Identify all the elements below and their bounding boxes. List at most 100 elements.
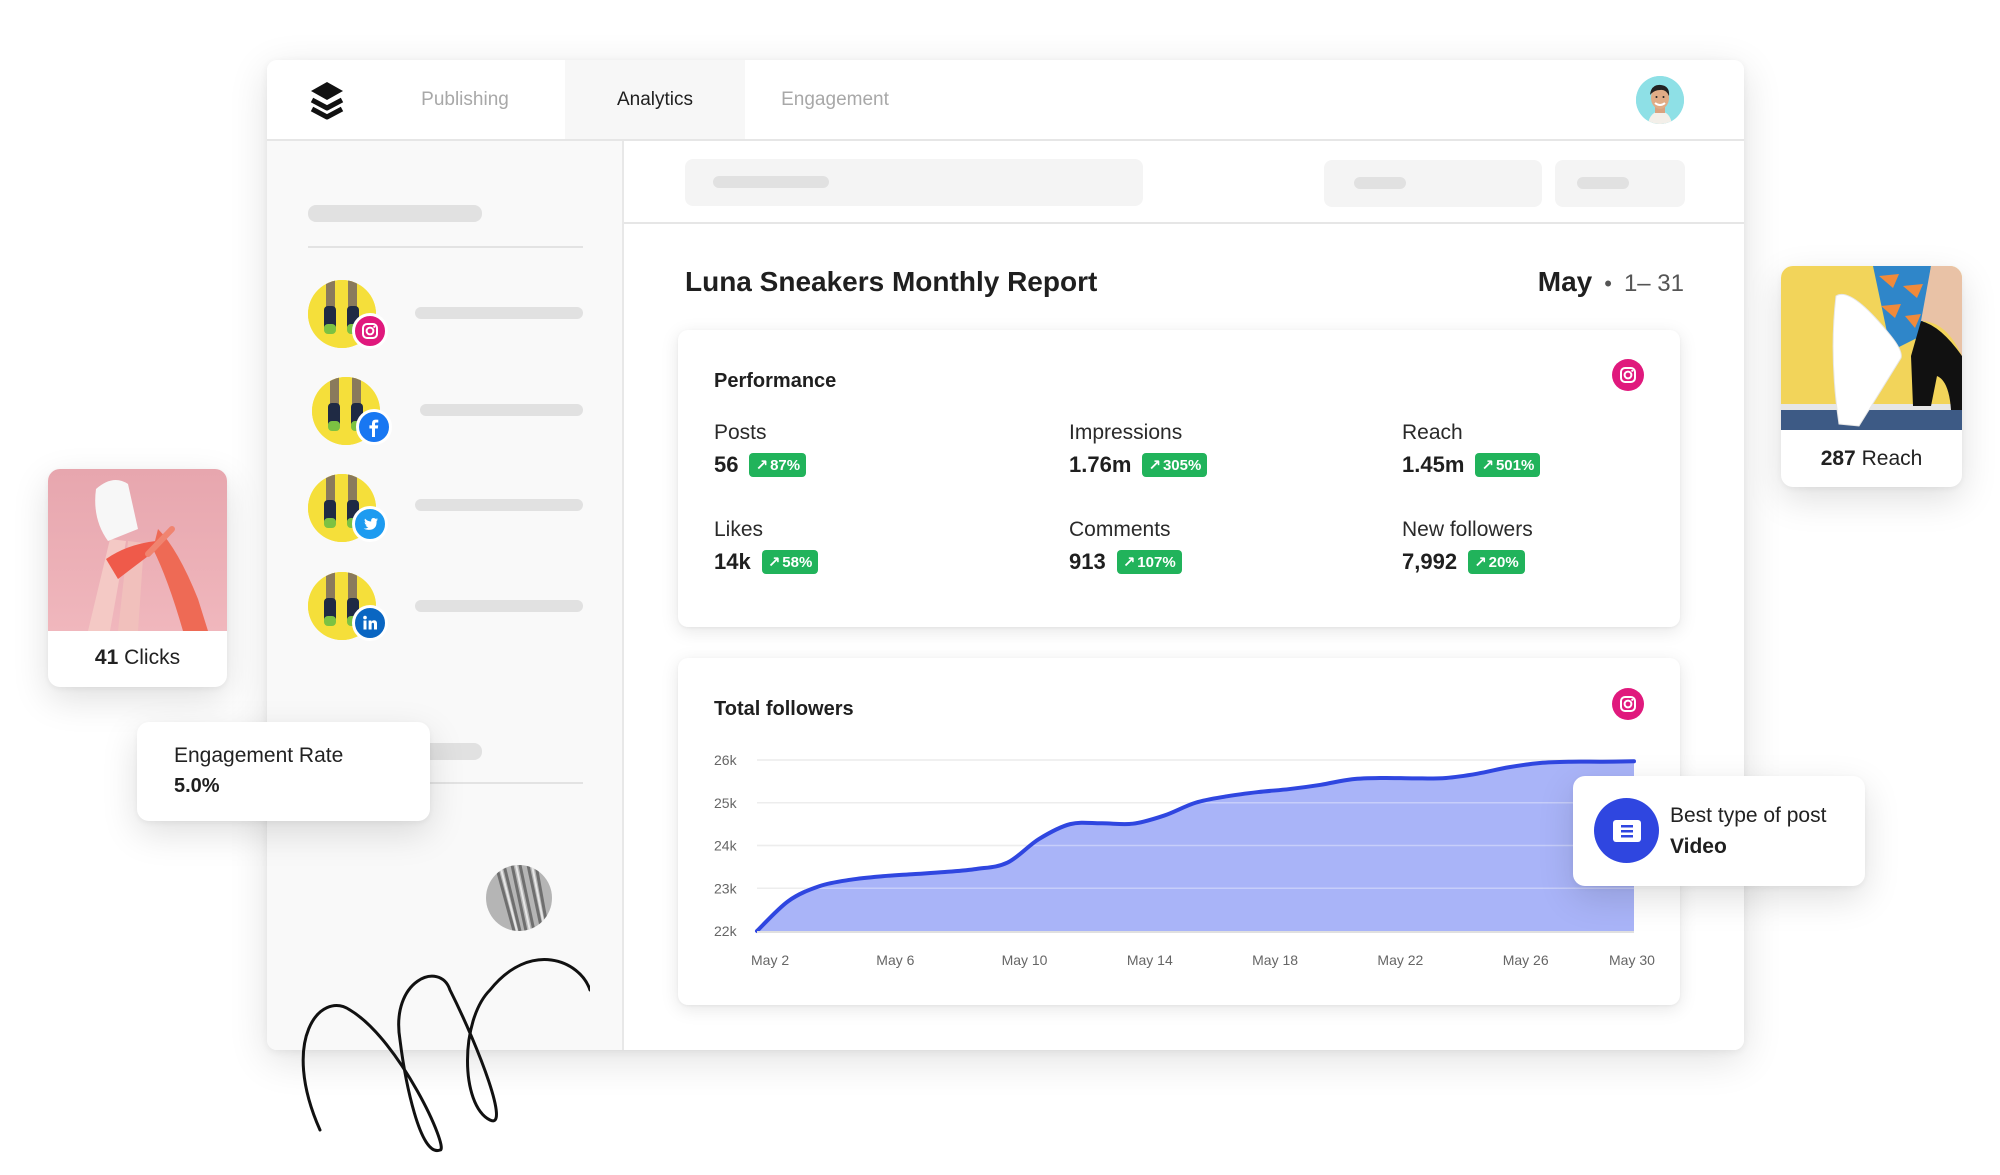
buffer-stack-icon[interactable] xyxy=(307,80,347,122)
facebook-icon xyxy=(356,409,392,445)
report-title: Luna Sneakers Monthly Report xyxy=(685,266,1098,297)
svg-text:May 26: May 26 xyxy=(1503,952,1549,968)
export-filter-placeholder[interactable] xyxy=(1555,160,1685,207)
change-badge: ↗ 305% xyxy=(1142,453,1208,477)
texture-photo-icon xyxy=(486,865,552,931)
trend-up-icon: ↗ xyxy=(767,554,781,571)
trend-up-icon: ↗ xyxy=(1122,554,1136,571)
date-filter-placeholder[interactable] xyxy=(1324,160,1542,207)
user-avatar[interactable] xyxy=(1636,76,1684,124)
metric-value: 913 xyxy=(1069,549,1106,574)
pink-sneaker-photo xyxy=(48,469,227,631)
svg-text:May 6: May 6 xyxy=(876,952,914,968)
placeholder-text-bar xyxy=(713,176,829,188)
placeholder-text-bar xyxy=(1354,177,1406,189)
performance-card: Performance Posts 56 ↗ 87% Impressions 1.… xyxy=(678,330,1680,627)
app-window: Publishing Analytics Engagement xyxy=(267,60,1744,1050)
metric-comments: Comments 913 ↗ 107% xyxy=(1069,518,1182,575)
metric-value: 14k xyxy=(714,549,751,574)
decorative-scribble xyxy=(301,958,590,1152)
metric-value: 56 xyxy=(714,452,739,477)
post-type-icon-circle xyxy=(1594,798,1659,863)
metric-posts: Posts 56 ↗ 87% xyxy=(714,421,807,478)
change-badge: ↗ 20% xyxy=(1468,550,1525,574)
svg-text:May 14: May 14 xyxy=(1127,952,1173,968)
change-badge: ↗ 501% xyxy=(1475,453,1541,477)
svg-text:May 22: May 22 xyxy=(1377,952,1423,968)
date-range-month: May xyxy=(1537,266,1593,297)
metric-impressions: Impressions 1.76m ↗ 305% xyxy=(1069,421,1208,478)
date-range[interactable]: May • 1– 31 xyxy=(1538,266,1684,298)
svg-text:23k: 23k xyxy=(714,880,738,896)
sneaker-photo-icon xyxy=(312,377,380,445)
account-name-placeholder xyxy=(415,499,583,511)
performance-title: Performance xyxy=(714,370,837,392)
sidebar-divider xyxy=(392,782,583,784)
metric-label: Likes xyxy=(714,518,764,541)
engagement-rate-label: Engagement Rate xyxy=(174,744,344,767)
followers-area-chart[interactable]: 22k 23k 24k 25k 26k May 2 May 6 May 10 May 14 May… xyxy=(678,658,1680,1005)
metric-label: Reach xyxy=(1402,421,1463,444)
engagement-rate-value: 5.0% xyxy=(174,775,220,797)
total-followers-card: Total followers 22k 23k 24k 25k 26k May 2 May … xyxy=(678,658,1680,1005)
sidebar-divider xyxy=(308,246,583,248)
svg-text:26k: 26k xyxy=(714,752,738,768)
account-name-placeholder xyxy=(420,404,583,416)
change-badge: ↗ 87% xyxy=(749,453,807,477)
metric-value: 1.45m xyxy=(1402,452,1465,477)
sidebar xyxy=(267,141,624,1050)
top-nav-bar: Publishing Analytics Engagement xyxy=(267,60,1744,141)
search-filter-placeholder[interactable] xyxy=(685,159,1143,206)
metric-label: New followers xyxy=(1402,518,1533,541)
instagram-icon xyxy=(352,313,388,349)
metric-likes: Likes 14k ↗ 58% xyxy=(714,518,819,575)
twitter-icon xyxy=(352,506,388,542)
svg-text:25k: 25k xyxy=(714,795,738,811)
svg-text:22k: 22k xyxy=(714,923,738,939)
user-face-icon xyxy=(1636,76,1684,124)
sneaker-heel-photo xyxy=(1781,266,1962,430)
tab-analytics[interactable]: Analytics xyxy=(565,60,745,139)
svg-text:May 2: May 2 xyxy=(751,952,789,968)
post-type-icon xyxy=(1612,819,1641,842)
followers-title: Total followers xyxy=(714,698,854,720)
svg-text:May 18: May 18 xyxy=(1252,952,1298,968)
best-post-type-value: Video xyxy=(1670,835,1727,858)
best-post-type-card[interactable]: Best type of post Video xyxy=(1573,776,1865,886)
main-content: Luna Sneakers Monthly Report May • 1– 31… xyxy=(624,141,1744,1050)
reach-post-card[interactable]: 287 Reach xyxy=(1781,266,1962,487)
account-name-placeholder xyxy=(415,307,583,319)
best-post-type-label: Best type of post xyxy=(1670,804,1827,827)
metric-label: Posts xyxy=(714,421,767,444)
trend-up-icon: ↗ xyxy=(1148,457,1161,474)
reach-caption: 287 Reach xyxy=(1820,447,1923,470)
engagement-rate-card[interactable]: Engagement Rate 5.0% xyxy=(137,722,430,821)
instagram-icon xyxy=(1612,359,1644,391)
texture-avatar[interactable] xyxy=(486,865,552,931)
instagram-icon xyxy=(1612,688,1644,720)
tab-publishing[interactable]: Publishing xyxy=(421,88,509,110)
tab-engagement[interactable]: Engagement xyxy=(781,88,889,110)
filter-bar xyxy=(624,141,1744,224)
metric-new-followers: New followers 7,992 ↗ 20% xyxy=(1402,518,1533,575)
trend-up-icon: ↗ xyxy=(1474,554,1487,571)
svg-text:May 30: May 30 xyxy=(1609,952,1655,968)
metric-value: 1.76m xyxy=(1069,452,1132,477)
trend-up-icon: ↗ xyxy=(755,457,769,474)
svg-text:24k: 24k xyxy=(714,838,738,854)
metric-reach: Reach 1.45m ↗ 501% xyxy=(1402,421,1541,478)
svg-text:May 10: May 10 xyxy=(1002,952,1048,968)
metric-value: 7,992 xyxy=(1402,549,1458,574)
linkedin-icon xyxy=(352,605,388,641)
date-range-days: 1– 31 xyxy=(1623,270,1684,297)
trend-up-icon: ↗ xyxy=(1481,457,1494,474)
sidebar-heading-placeholder xyxy=(308,205,482,222)
placeholder-text-bar xyxy=(1577,177,1629,189)
clicks-post-card[interactable]: 41 Clicks xyxy=(48,469,227,687)
clicks-caption: 41 Clicks xyxy=(94,646,181,669)
metric-label: Impressions xyxy=(1069,421,1183,444)
metric-label: Comments xyxy=(1069,518,1171,541)
change-badge: ↗ 107% xyxy=(1116,550,1182,574)
date-range-separator: • xyxy=(1604,271,1612,296)
account-name-placeholder xyxy=(415,600,583,612)
